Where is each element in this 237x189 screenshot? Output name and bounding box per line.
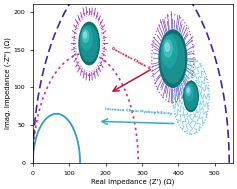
Circle shape bbox=[159, 30, 187, 87]
Circle shape bbox=[185, 84, 193, 101]
Circle shape bbox=[185, 84, 197, 109]
Circle shape bbox=[84, 32, 87, 38]
Circle shape bbox=[165, 43, 169, 51]
Y-axis label: Imag. Impedance (-Z") (Ω): Imag. Impedance (-Z") (Ω) bbox=[4, 38, 11, 129]
Circle shape bbox=[82, 30, 89, 42]
Circle shape bbox=[81, 26, 98, 61]
Circle shape bbox=[184, 81, 198, 112]
Text: Decrease Chain #: Decrease Chain # bbox=[110, 47, 150, 71]
Text: Increase Chain Hydrophilicity: Increase Chain Hydrophilicity bbox=[105, 107, 173, 116]
Circle shape bbox=[161, 34, 185, 83]
X-axis label: Real Impedance (Z') (Ω): Real Impedance (Z') (Ω) bbox=[91, 178, 174, 185]
Circle shape bbox=[186, 87, 191, 96]
Circle shape bbox=[187, 88, 189, 93]
Circle shape bbox=[162, 36, 177, 67]
Circle shape bbox=[79, 22, 99, 65]
Circle shape bbox=[81, 26, 92, 50]
Circle shape bbox=[164, 40, 172, 57]
